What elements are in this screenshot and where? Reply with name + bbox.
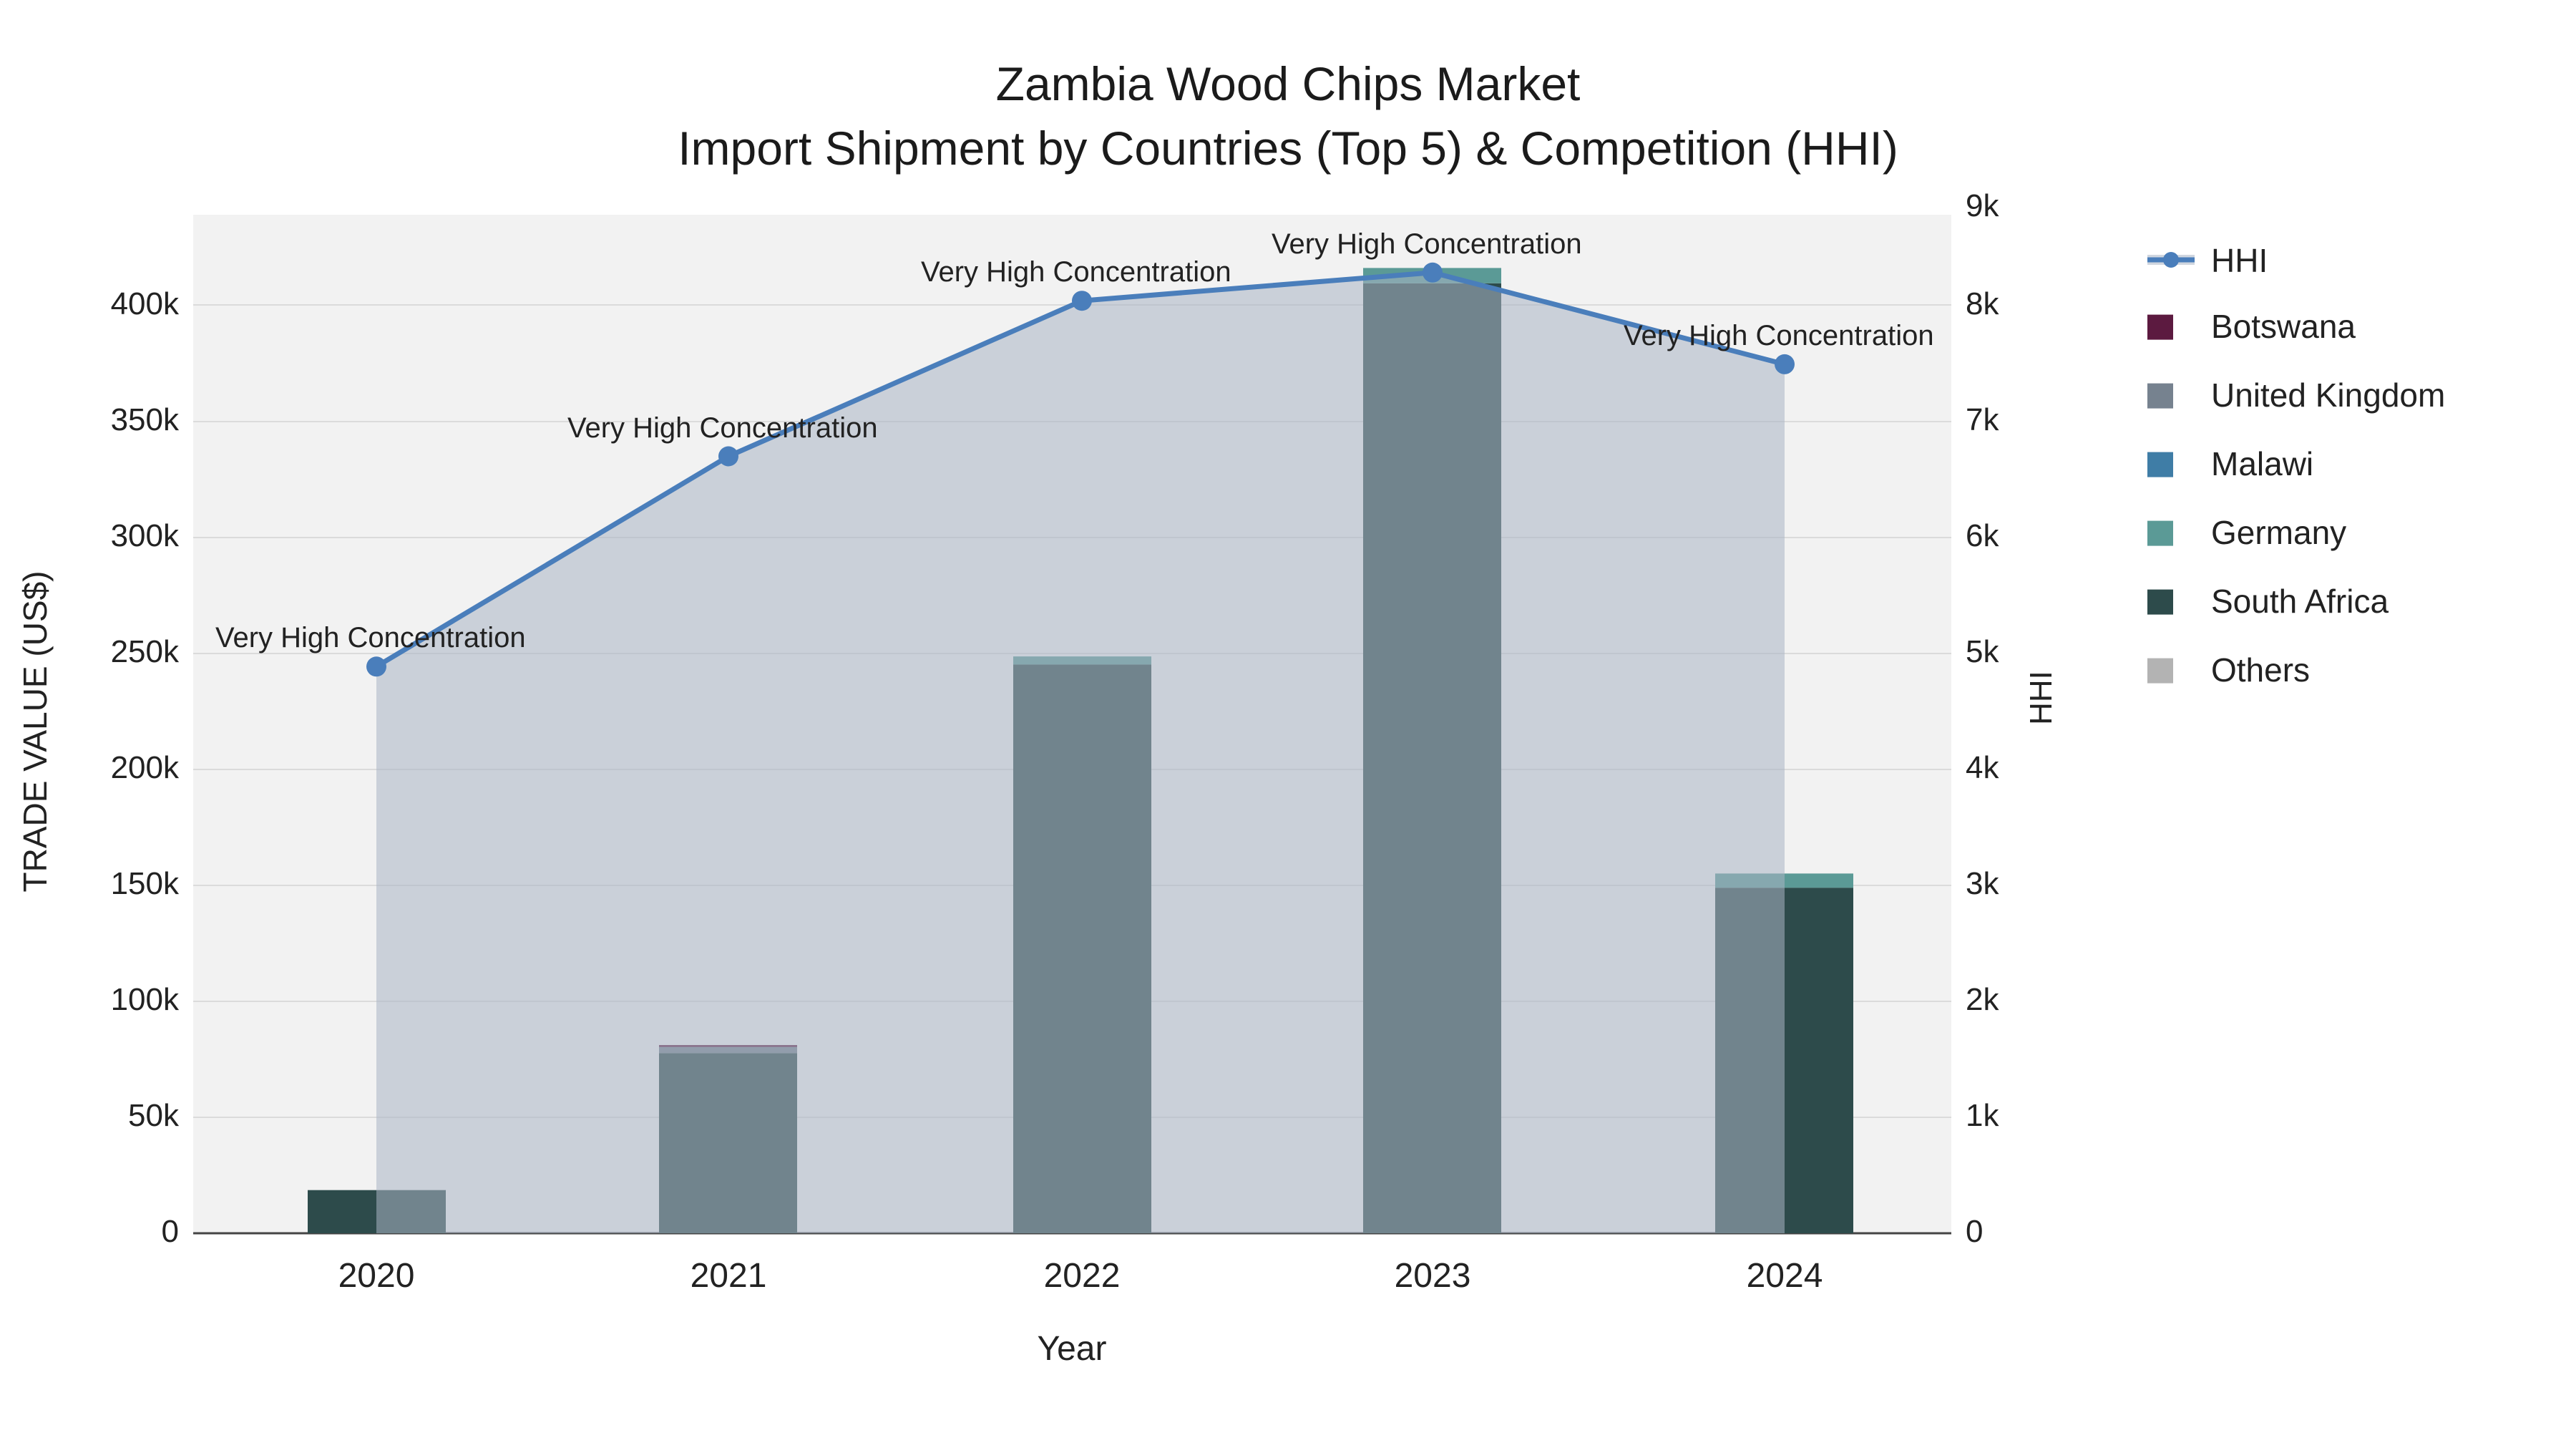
- svg-text:1k: 1k: [1966, 1098, 1999, 1133]
- svg-text:3k: 3k: [1966, 866, 1999, 901]
- svg-text:Very High Concentration: Very High Concentration: [567, 412, 878, 444]
- svg-text:100k: 100k: [111, 982, 180, 1017]
- svg-text:HHI: HHI: [2024, 671, 2059, 725]
- svg-text:5k: 5k: [1966, 634, 1999, 669]
- svg-text:2020: 2020: [338, 1257, 415, 1295]
- svg-text:250k: 250k: [111, 634, 180, 669]
- svg-text:2k: 2k: [1966, 982, 1999, 1017]
- svg-text:2024: 2024: [1747, 1257, 1823, 1295]
- svg-text:Import Shipment by Countries (: Import Shipment by Countries (Top 5) & C…: [678, 122, 1898, 175]
- svg-text:400k: 400k: [111, 286, 180, 321]
- svg-text:8k: 8k: [1966, 286, 1999, 321]
- svg-text:Malawi: Malawi: [2211, 445, 2313, 482]
- svg-text:6k: 6k: [1966, 518, 1999, 553]
- svg-text:TRADE VALUE (US$): TRADE VALUE (US$): [16, 570, 54, 892]
- svg-text:9k: 9k: [1966, 188, 1999, 223]
- svg-text:50k: 50k: [128, 1098, 180, 1133]
- svg-text:300k: 300k: [111, 518, 180, 553]
- svg-text:Very High Concentration: Very High Concentration: [921, 256, 1231, 288]
- svg-text:2022: 2022: [1044, 1257, 1121, 1295]
- svg-text:Zambia Wood Chips Market: Zambia Wood Chips Market: [996, 57, 1581, 110]
- svg-text:Others: Others: [2211, 651, 2310, 689]
- svg-text:7k: 7k: [1966, 402, 1999, 437]
- svg-text:2023: 2023: [1395, 1257, 1471, 1295]
- svg-text:Very High Concentration: Very High Concentration: [215, 622, 526, 653]
- svg-text:Year: Year: [1038, 1330, 1107, 1368]
- svg-text:Botswana: Botswana: [2211, 308, 2356, 345]
- svg-text:Very High Concentration: Very High Concentration: [1624, 320, 1934, 351]
- svg-text:United Kingdom: United Kingdom: [2211, 376, 2445, 414]
- svg-text:Germany: Germany: [2211, 514, 2346, 551]
- svg-text:4k: 4k: [1966, 750, 1999, 785]
- svg-text:200k: 200k: [111, 750, 180, 785]
- svg-text:HHI: HHI: [2211, 242, 2268, 279]
- svg-text:Very High Concentration: Very High Concentration: [1272, 228, 1582, 260]
- svg-text:South Africa: South Africa: [2211, 583, 2389, 620]
- svg-text:2021: 2021: [691, 1257, 767, 1295]
- svg-text:350k: 350k: [111, 402, 180, 437]
- svg-text:0: 0: [162, 1214, 179, 1249]
- svg-text:0: 0: [1966, 1214, 1983, 1249]
- svg-text:150k: 150k: [111, 866, 180, 901]
